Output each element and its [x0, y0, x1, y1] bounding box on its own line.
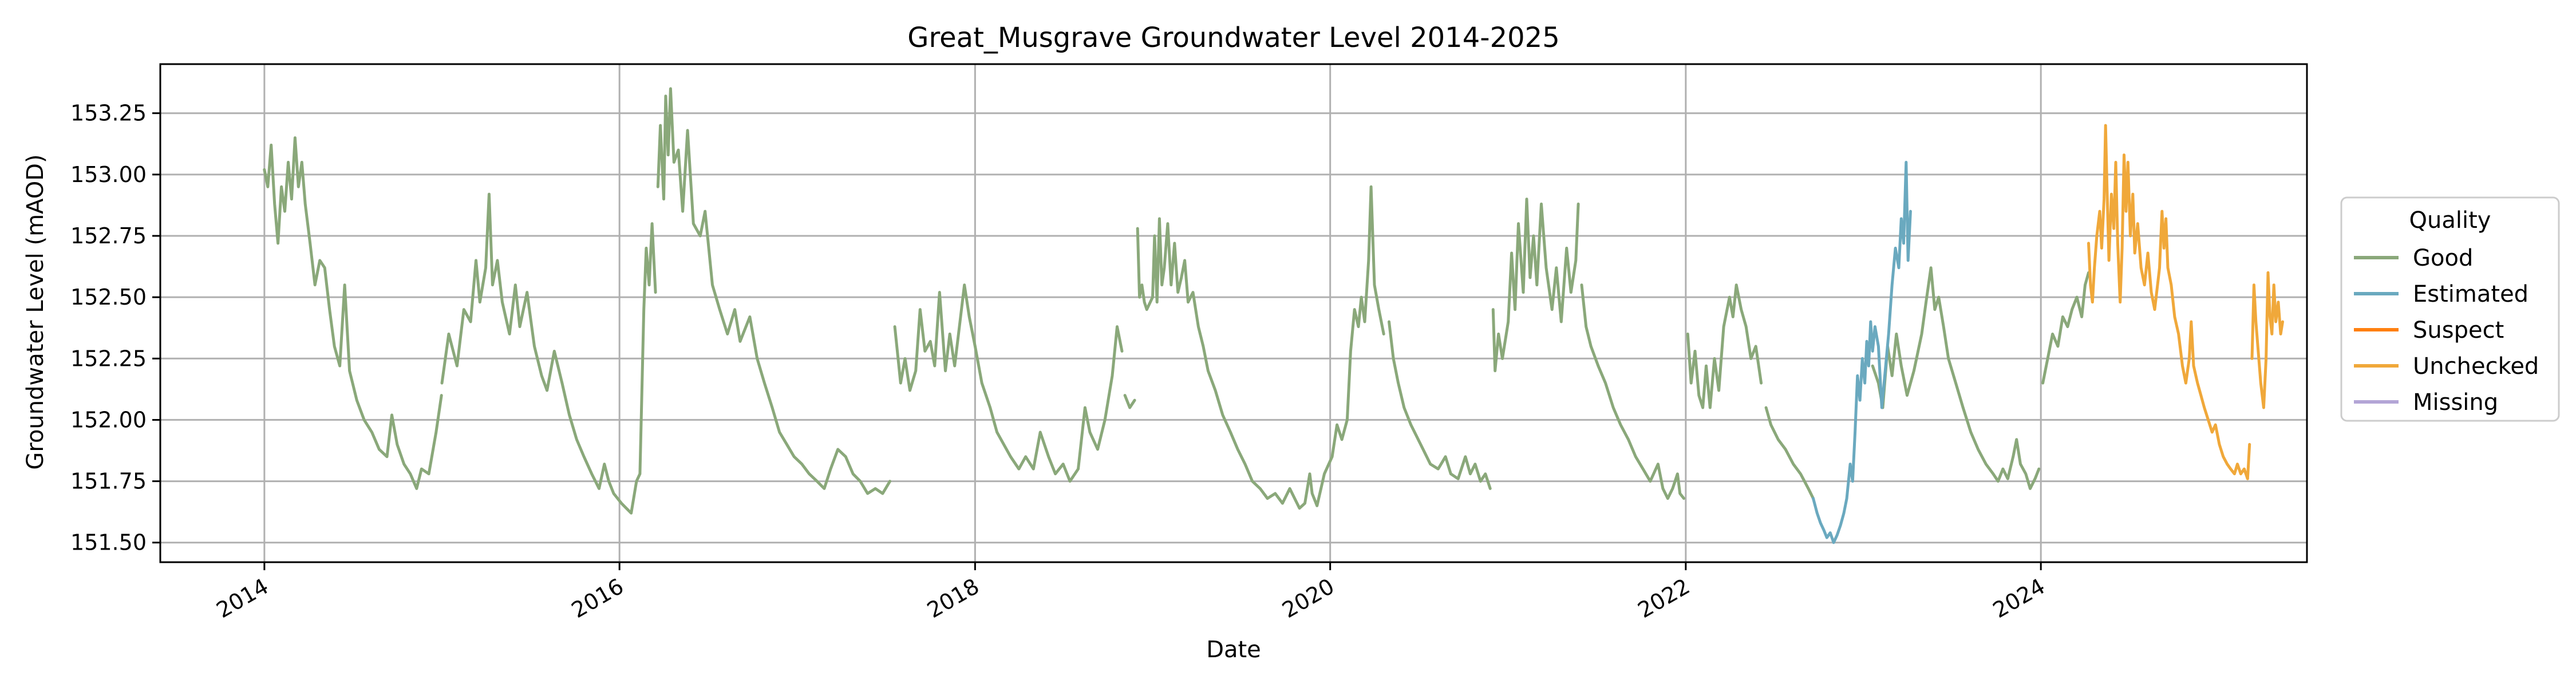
- y-tick-label: 151.50: [70, 530, 147, 555]
- series-line-estimated: [1812, 160, 1912, 544]
- series-line-good: [893, 283, 1124, 483]
- grid-lines: [160, 64, 2307, 562]
- series-line-good: [440, 192, 657, 515]
- legend-label-unchecked: Unchecked: [2413, 353, 2539, 380]
- series-line-good: [1686, 283, 1763, 409]
- y-tick-label: 152.75: [70, 223, 147, 248]
- y-tick-label: 152.25: [70, 346, 147, 371]
- legend-title: Quality: [2409, 207, 2491, 234]
- y-axis-label: Groundwater Level (mAOD): [22, 154, 49, 469]
- legend-items: Good Estimated Suspect Unchecked Missing: [2354, 245, 2539, 416]
- series-line-unchecked: [2250, 271, 2284, 409]
- series-line-good: [2041, 271, 2090, 385]
- series-line-good: [656, 87, 892, 495]
- y-tick-label: 152.50: [70, 285, 147, 310]
- y-tick-label: 152.00: [70, 407, 147, 432]
- legend: Quality Good Estimated Suspect Unchecked Mis…: [2340, 196, 2560, 422]
- x-axis-label: Date: [1206, 637, 1261, 663]
- series-lines: [263, 87, 2284, 544]
- series-line-good: [1871, 266, 2041, 490]
- chart-title: Great_Musgrave Groundwater Level 2014-20…: [907, 22, 1559, 54]
- y-tick-label: 153.25: [70, 101, 147, 126]
- series-line-good: [263, 136, 443, 490]
- legend-label-good: Good: [2413, 245, 2473, 271]
- y-tick-label: 151.75: [70, 469, 147, 494]
- legend-label-suspect: Suspect: [2413, 317, 2504, 344]
- legend-label-estimated: Estimated: [2413, 281, 2528, 307]
- series-line-good: [1123, 394, 1136, 409]
- series-line-good: [1388, 320, 1492, 490]
- series-line-good: [1491, 198, 1580, 373]
- legend-label-missing: Missing: [2413, 389, 2498, 416]
- series-line-good: [1764, 406, 1815, 500]
- series-line-unchecked: [2087, 124, 2251, 480]
- plot-area-frame: [159, 63, 2308, 563]
- y-axis-ticks: 151.50 151.75 152.00 152.25 152.50 152.75 153.…: [70, 101, 160, 555]
- series-line-good: [1136, 185, 1385, 510]
- y-tick-label: 153.00: [70, 162, 147, 187]
- series-line-good: [1580, 283, 1685, 500]
